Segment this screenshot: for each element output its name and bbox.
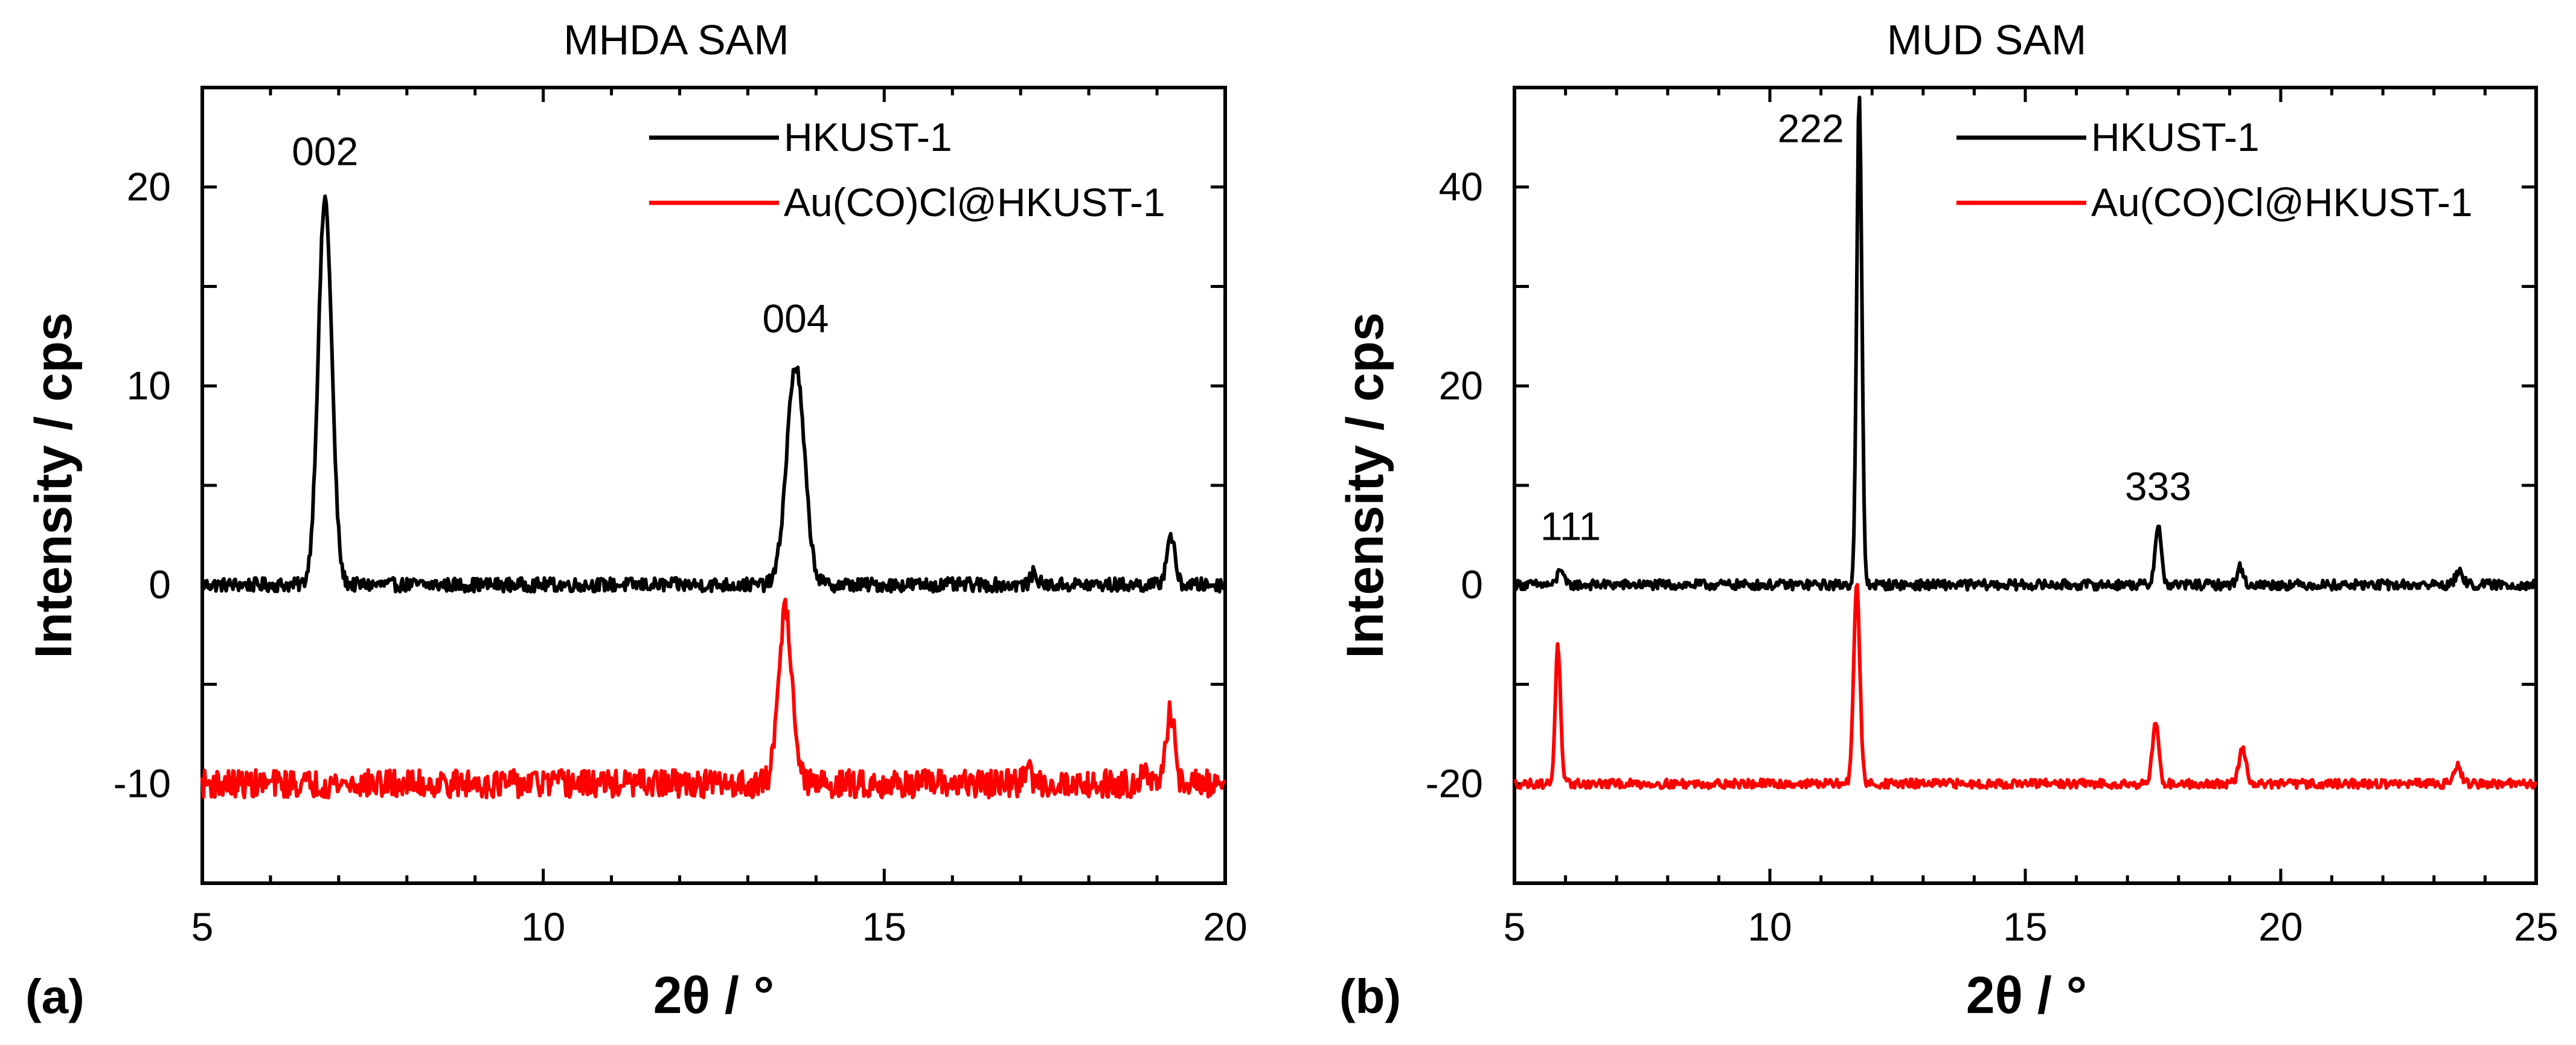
y-tick-label: 20	[127, 164, 171, 209]
y-axis-label-b: Intensity / cps	[1336, 312, 1394, 659]
y-tick-label: 20	[1439, 363, 1483, 407]
legend-label-hkust: HKUST-1	[2091, 115, 2260, 159]
peak-label-111: 111	[1540, 504, 1601, 549]
legend-label-hkust: HKUST-1	[784, 115, 952, 159]
y-axis-label-a: Intensity / cps	[25, 312, 83, 659]
y-tick-label: 10	[127, 363, 171, 407]
chart-title-a: MHDA SAM	[563, 16, 789, 63]
y-tick-label: 0	[149, 562, 171, 607]
annotations-a: 002 004	[292, 129, 828, 341]
series-line-au-hkust	[200, 597, 1226, 800]
x-tick-label: 10	[1748, 904, 1792, 949]
series-group-b	[1513, 95, 2538, 790]
series-line-hkust	[200, 194, 1227, 594]
chart-panel-b: MUD SAM 5 10 15 20 25 -20 0 20 40 111 222 333 HK…	[1336, 16, 2558, 1024]
x-tick-label: 5	[191, 904, 214, 949]
y-tick-label: -20	[1426, 761, 1483, 805]
series-group-a	[200, 194, 1227, 800]
y-tick-label: -10	[114, 761, 171, 805]
peak-label-222: 222	[1778, 106, 1844, 151]
axis-ticks-a: 5 10 15 20 -10 0 10 20	[114, 86, 1248, 949]
y-tick-label: 40	[1439, 164, 1483, 209]
legend-label-au: Au(CO)Cl@HKUST-1	[784, 180, 1165, 225]
annotations-b: 111 222 333	[1540, 106, 2191, 549]
panel-label-b: (b)	[1339, 970, 1401, 1023]
y-tick-label: 0	[1461, 562, 1483, 607]
x-tick-label: 10	[521, 904, 565, 949]
x-tick-label: 15	[862, 904, 906, 949]
legend-label-au: Au(CO)Cl@HKUST-1	[2091, 180, 2473, 225]
x-axis-label-b: 2θ / °	[1966, 967, 2087, 1024]
chart-title-b: MUD SAM	[1887, 16, 2087, 63]
panel-label-a: (a)	[25, 970, 85, 1023]
x-tick-label: 15	[2003, 904, 2047, 949]
x-tick-label: 5	[1504, 904, 1526, 949]
peak-label-333: 333	[2125, 464, 2191, 509]
x-tick-label: 25	[2514, 904, 2558, 949]
peak-label-004: 004	[762, 296, 828, 340]
x-tick-label: 20	[2258, 904, 2302, 949]
series-line-au-hkust	[1513, 583, 2538, 790]
x-axis-label-a: 2θ / °	[653, 967, 774, 1024]
legend-b: HKUST-1 Au(CO)Cl@HKUST-1	[1956, 115, 2473, 225]
x-tick-label: 20	[1203, 904, 1247, 949]
legend-a: HKUST-1 Au(CO)Cl@HKUST-1	[649, 115, 1165, 225]
chart-panel-a: MHDA SAM 5 10 15 20 -10 0 10 20 002 004 HKUST-1…	[25, 16, 1248, 1024]
series-line-hkust	[1513, 95, 2538, 592]
peak-label-002: 002	[292, 129, 358, 174]
